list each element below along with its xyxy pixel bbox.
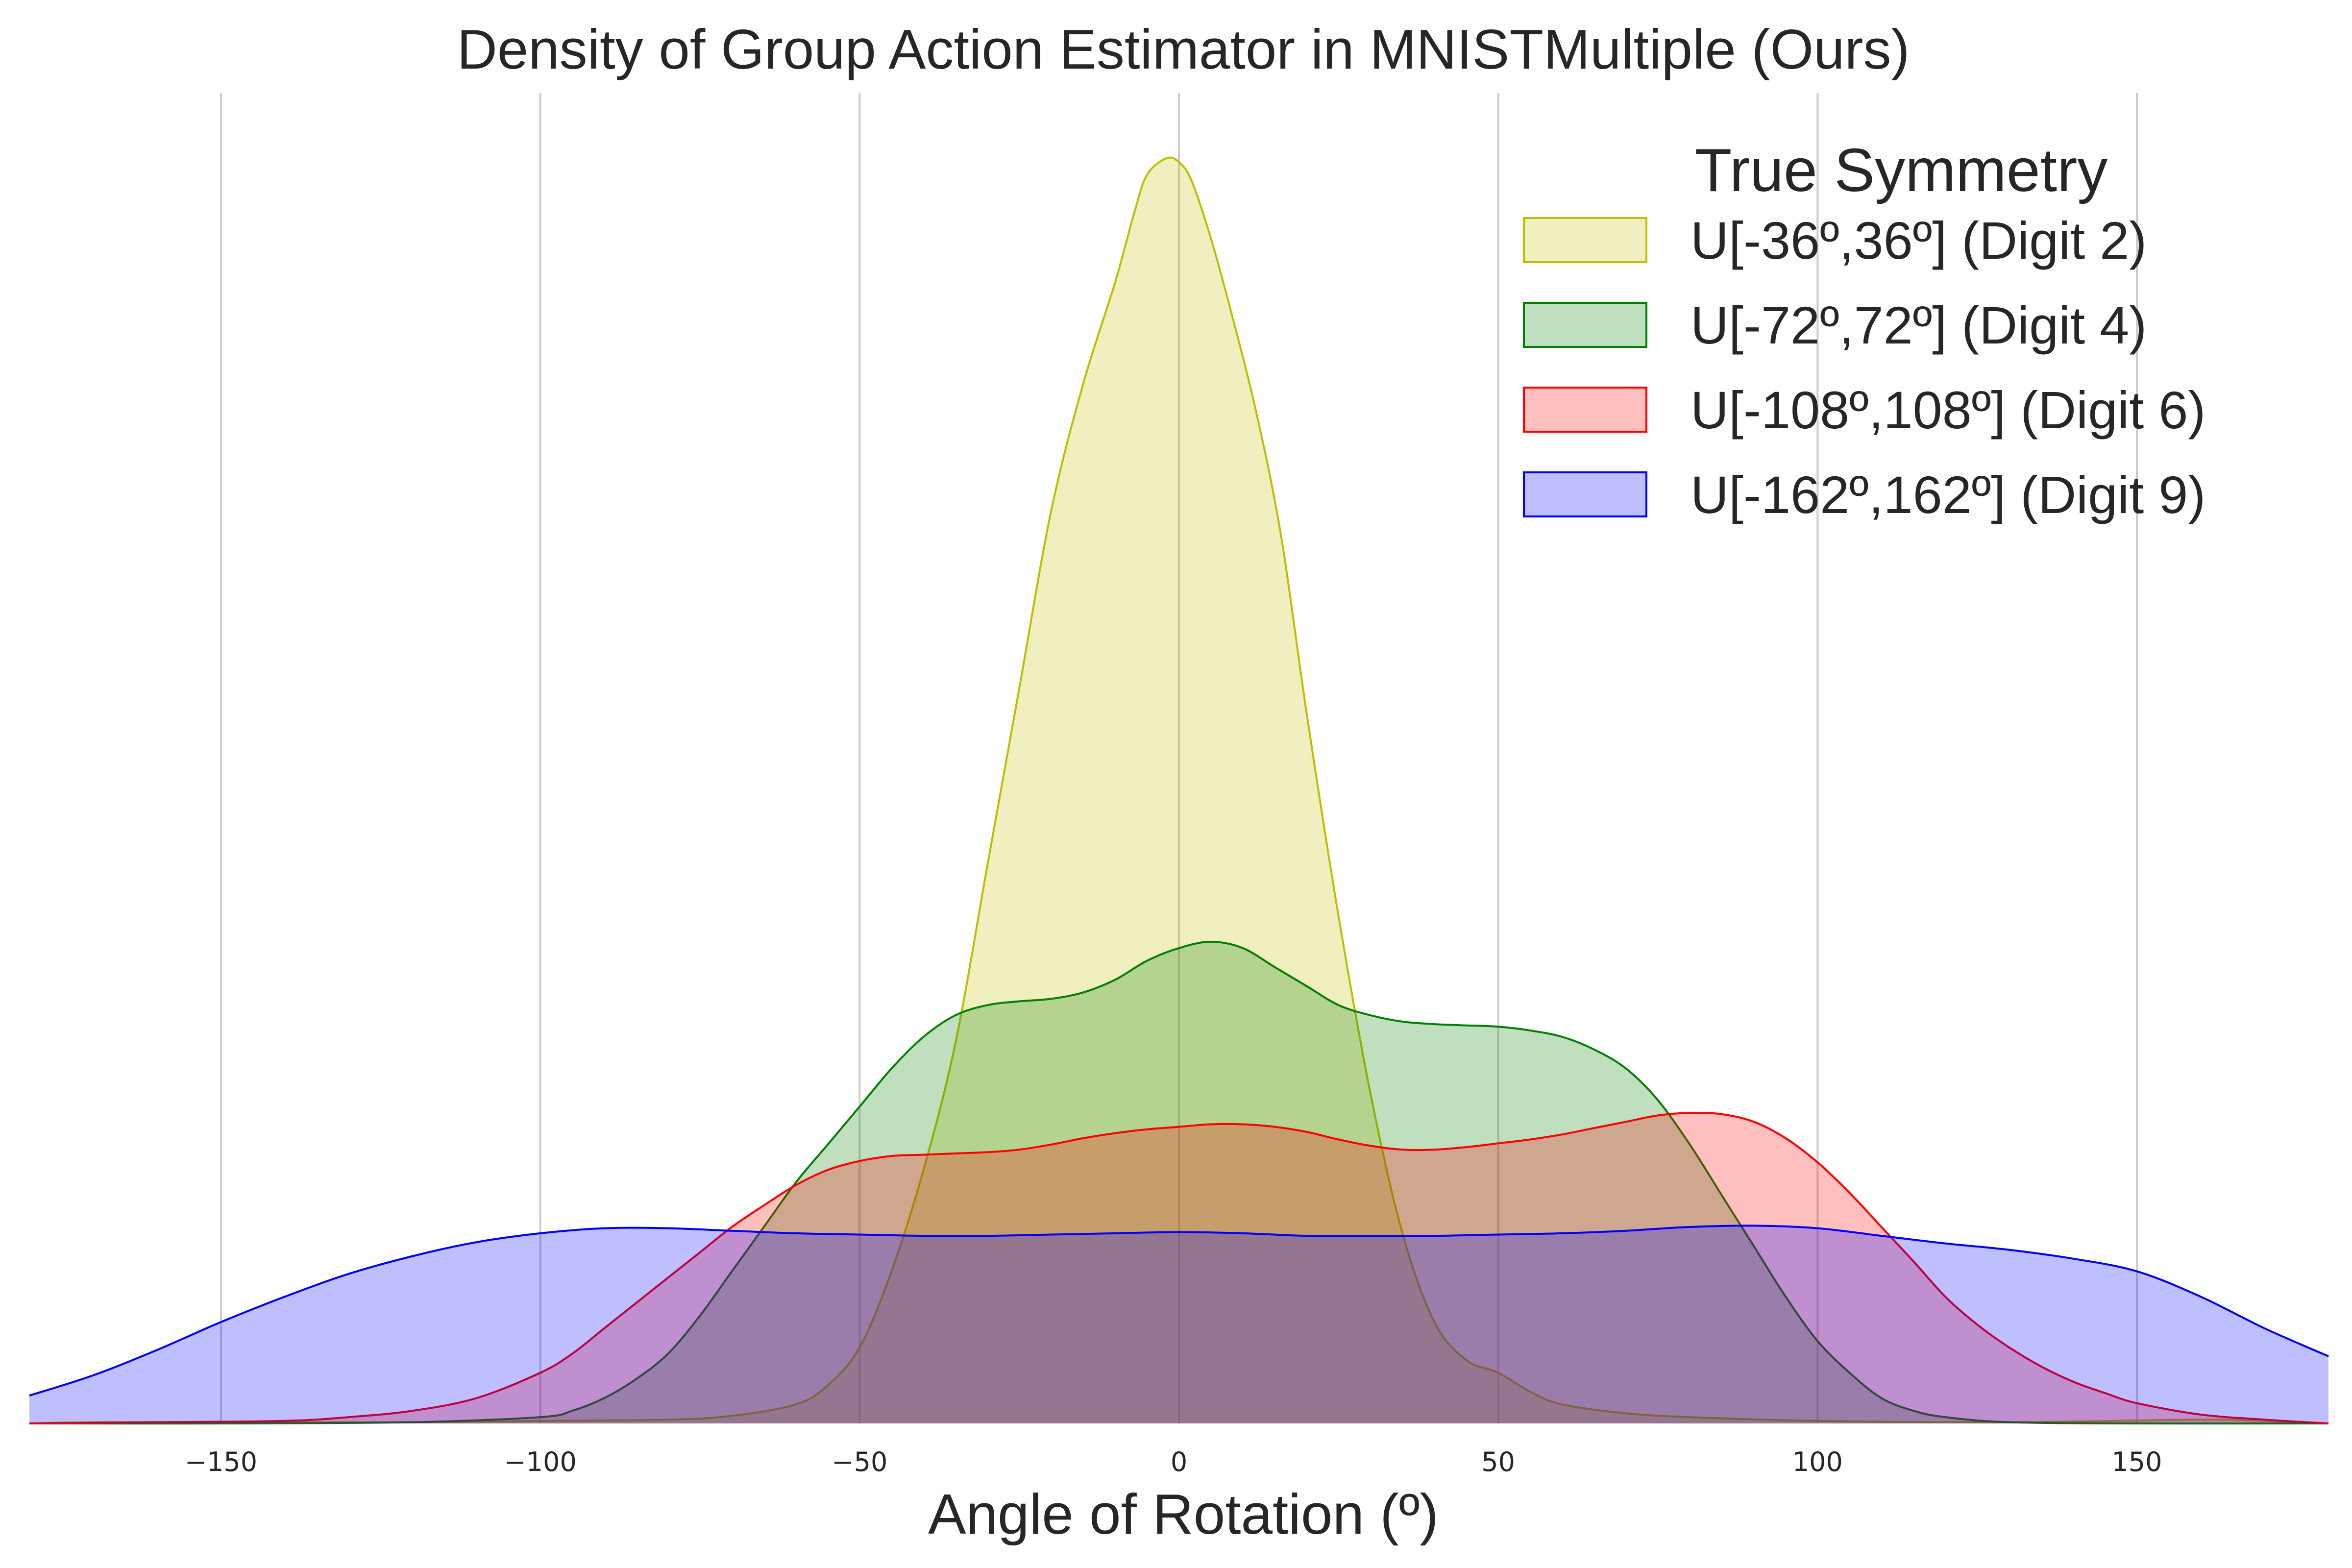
legend-label-2: U[-108º,108º] (Digit 6) [1690,380,2205,440]
x-tick-label: 50 [1481,1446,1515,1477]
series-line-1 [29,940,2329,1425]
legend-label-0: U[-36º,36º] (Digit 2) [1690,211,2147,270]
density-series [29,156,2329,1425]
x-tick-label: 150 [2111,1446,2162,1477]
legend-swatch-2 [1523,387,1647,433]
x-tick-label: −50 [832,1446,887,1477]
x-tick-label: −100 [504,1446,577,1477]
series-line-0 [29,156,2329,1424]
series-area-1 [29,941,2328,1424]
series-area-2 [29,1113,2328,1423]
x-gridlines [220,93,2138,1423]
legend-title: True Symmetry [1695,137,2108,204]
series-line-3 [29,1225,2329,1397]
x-tick-label: 100 [1792,1446,1843,1477]
legend-swatch-3 [1523,471,1647,517]
series-area-0 [29,157,2328,1423]
series-line-2 [29,1112,2329,1424]
legend-label-3: U[-162º,162º] (Digit 9) [1690,465,2205,524]
legend-swatch-1 [1523,302,1647,348]
legend: True Symmetry U[-36º,36º] (Digit 2) U[-72… [1523,137,2205,524]
legend-swatch-0 [1523,217,1647,263]
series-area-3 [29,1225,2328,1423]
x-axis-label: Angle of Rotation (º) [928,1482,1439,1546]
legend-label-1: U[-72º,72º] (Digit 4) [1690,295,2147,355]
x-axis-ticks: −150 −100 −50 0 50 100 150 [185,1446,2162,1477]
chart-title: Density of Group Action Estimator in MNI… [457,19,1910,81]
x-tick-label: −150 [185,1446,257,1477]
x-tick-label: 0 [1171,1446,1187,1477]
